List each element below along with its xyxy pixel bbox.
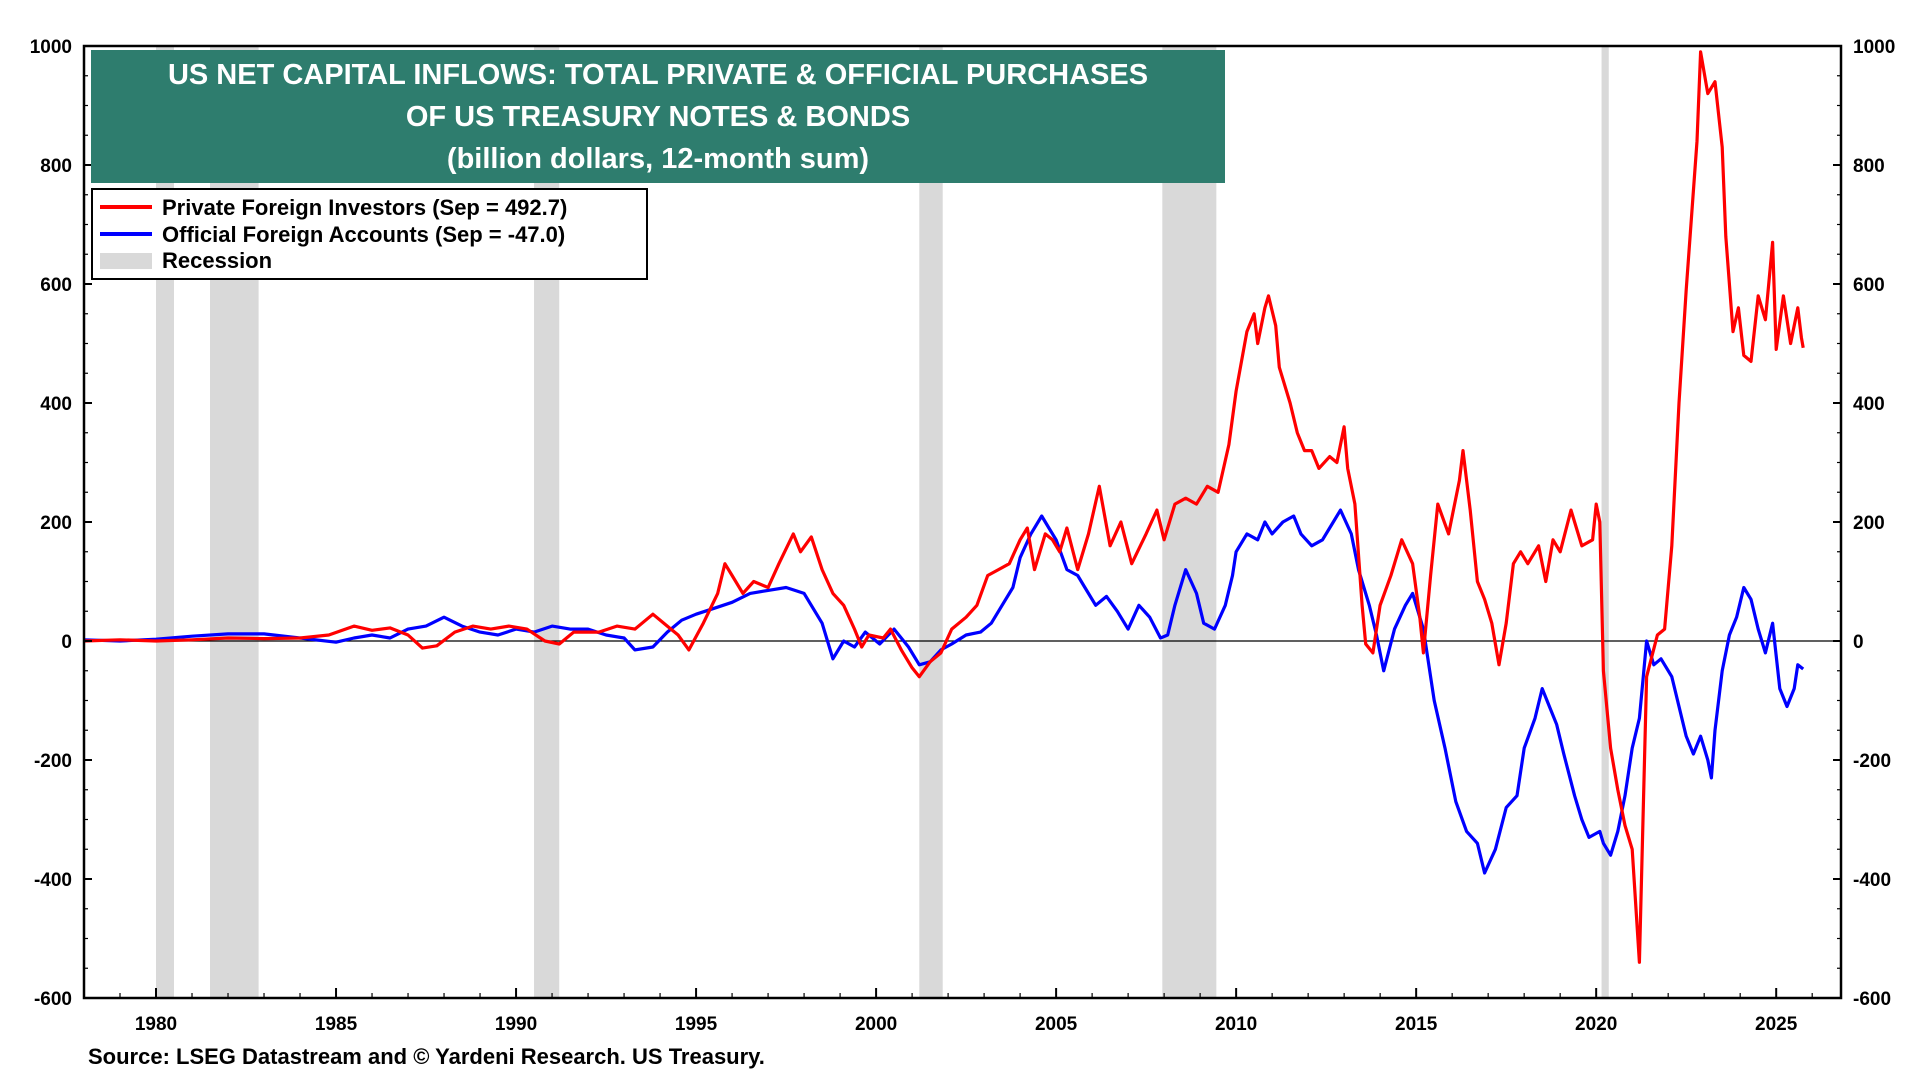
x-tick-label: 1985 [315,1014,358,1035]
recession-band [1601,46,1609,998]
y-axis-right: -600 -400 -200 0 200 400 600 800 1000 [1833,37,1895,1010]
x-tick-label: 1980 [135,1014,177,1035]
y-tick-label-right: 200 [1853,513,1885,534]
y-tick-label-left: 800 [40,156,72,177]
legend-label-private: Private Foreign Investors (Sep = 492.7) [162,195,567,220]
y-tick-label-left: 1000 [30,37,72,58]
y-tick-label-left: 200 [40,513,72,534]
y-tick-label-right: -400 [1853,870,1891,891]
series-layer [83,50,1805,964]
title-box: US NET CAPITAL INFLOWS: TOTAL PRIVATE & … [91,50,1225,183]
title-line-3: (billion dollars, 12-month sum) [447,143,869,175]
y-axis-left: -600 -400 -200 0 200 400 600 800 1000 [30,37,92,1010]
source-note: Source: LSEG Datastream and © Yardeni Re… [88,1044,765,1069]
x-axis: 1980 1985 1990 1995 2000 2005 2010 2015 2020 2025 [83,988,1813,1035]
x-tick-label: 1995 [675,1014,718,1035]
recession-bands [156,46,1609,998]
y-tick-label-left: 400 [40,394,72,415]
y-tick-label-left: -400 [34,870,72,891]
y-tick-label-left: 0 [61,632,72,653]
series-line-official [83,508,1805,875]
x-tick-label: 2000 [855,1014,897,1035]
y-tick-label-right: -200 [1853,751,1891,772]
x-tick-label: 2015 [1395,1014,1438,1035]
y-tick-label-right: -600 [1853,989,1891,1010]
x-tick-label: 1990 [495,1014,537,1035]
y-tick-label-left: -600 [34,989,72,1010]
legend-label-recession: Recession [162,248,272,273]
y-tick-label-right: 1000 [1853,37,1895,58]
x-tick-label: 2010 [1215,1014,1257,1035]
legend-label-official: Official Foreign Accounts (Sep = -47.0) [162,222,565,247]
y-tick-label-left: -200 [34,751,72,772]
legend-box [91,188,648,280]
recession-band [919,46,943,998]
title-line-2: OF US TREASURY NOTES & BONDS [406,101,910,133]
x-tick-label: 2005 [1035,1014,1078,1035]
recession-band [156,46,175,998]
legend-swatch-recession [100,253,152,269]
series-line-private [83,50,1805,964]
y-tick-label-left: 600 [40,275,72,296]
title-line-1: US NET CAPITAL INFLOWS: TOTAL PRIVATE & … [168,59,1148,91]
x-tick-label: 2025 [1755,1014,1798,1035]
y-tick-label-right: 800 [1853,156,1885,177]
y-tick-label-right: 400 [1853,394,1885,415]
y-tick-label-right: 0 [1853,632,1864,653]
y-tick-label-right: 600 [1853,275,1885,296]
legend: Private Foreign Investors (Sep = 492.7) … [91,188,648,280]
title-background [91,50,1225,183]
recession-band [1162,46,1217,998]
x-tick-label: 2020 [1575,1014,1617,1035]
